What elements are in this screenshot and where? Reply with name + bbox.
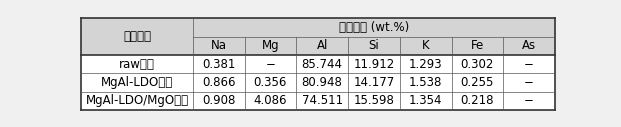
Bar [193, 92, 245, 110]
Text: 80.948: 80.948 [302, 76, 343, 89]
Text: Si: Si [368, 39, 379, 52]
Bar [81, 55, 193, 73]
Text: 74.511: 74.511 [302, 94, 343, 107]
Bar [503, 37, 555, 55]
Text: 0.356: 0.356 [254, 76, 287, 89]
Bar [503, 73, 555, 92]
Bar [348, 73, 400, 92]
Bar [348, 37, 400, 55]
Text: 1.293: 1.293 [409, 58, 443, 71]
Bar [245, 92, 296, 110]
Bar [451, 55, 503, 73]
Text: K: K [422, 39, 430, 52]
Text: −: − [524, 76, 534, 89]
Bar [193, 18, 555, 37]
Text: 0.381: 0.381 [202, 58, 235, 71]
Text: Na: Na [211, 39, 227, 52]
Text: Al: Al [317, 39, 328, 52]
Bar [193, 55, 245, 73]
Bar [348, 55, 400, 73]
Text: 14.177: 14.177 [353, 76, 394, 89]
Bar [296, 92, 348, 110]
Bar [245, 55, 296, 73]
Text: −: − [524, 94, 534, 107]
Bar [400, 92, 451, 110]
Bar [245, 37, 296, 55]
Text: MgAl-LDO/MgO필터: MgAl-LDO/MgO필터 [86, 94, 189, 107]
Text: Fe: Fe [471, 39, 484, 52]
Text: raw필터: raw필터 [119, 58, 155, 71]
Bar [348, 92, 400, 110]
Bar [245, 73, 296, 92]
Text: 1.354: 1.354 [409, 94, 442, 107]
Text: 85.744: 85.744 [302, 58, 343, 71]
Text: Mg: Mg [261, 39, 279, 52]
Bar [81, 92, 193, 110]
Bar [503, 92, 555, 110]
Bar [400, 73, 451, 92]
Bar [451, 92, 503, 110]
Bar [193, 73, 245, 92]
Bar [296, 73, 348, 92]
Bar [400, 55, 451, 73]
Text: 화학성분 (wt.%): 화학성분 (wt.%) [339, 21, 409, 34]
Bar [296, 55, 348, 73]
Text: 0.908: 0.908 [202, 94, 235, 107]
Text: 0.302: 0.302 [461, 58, 494, 71]
Text: 11.912: 11.912 [353, 58, 394, 71]
Bar [400, 37, 451, 55]
Bar [451, 37, 503, 55]
Text: 0.255: 0.255 [461, 76, 494, 89]
Bar [451, 73, 503, 92]
Text: 1.538: 1.538 [409, 76, 442, 89]
Bar [193, 37, 245, 55]
Text: 0.866: 0.866 [202, 76, 235, 89]
Text: −: − [265, 58, 275, 71]
Text: 0.218: 0.218 [461, 94, 494, 107]
Text: −: − [524, 58, 534, 71]
Text: 15.598: 15.598 [353, 94, 394, 107]
Text: 필터종류: 필터종류 [123, 30, 151, 43]
Bar [296, 37, 348, 55]
Bar [503, 55, 555, 73]
Text: 4.086: 4.086 [253, 94, 287, 107]
Text: As: As [522, 39, 537, 52]
Bar [81, 73, 193, 92]
Bar [81, 18, 193, 55]
Text: MgAl-LDO필터: MgAl-LDO필터 [101, 76, 173, 89]
